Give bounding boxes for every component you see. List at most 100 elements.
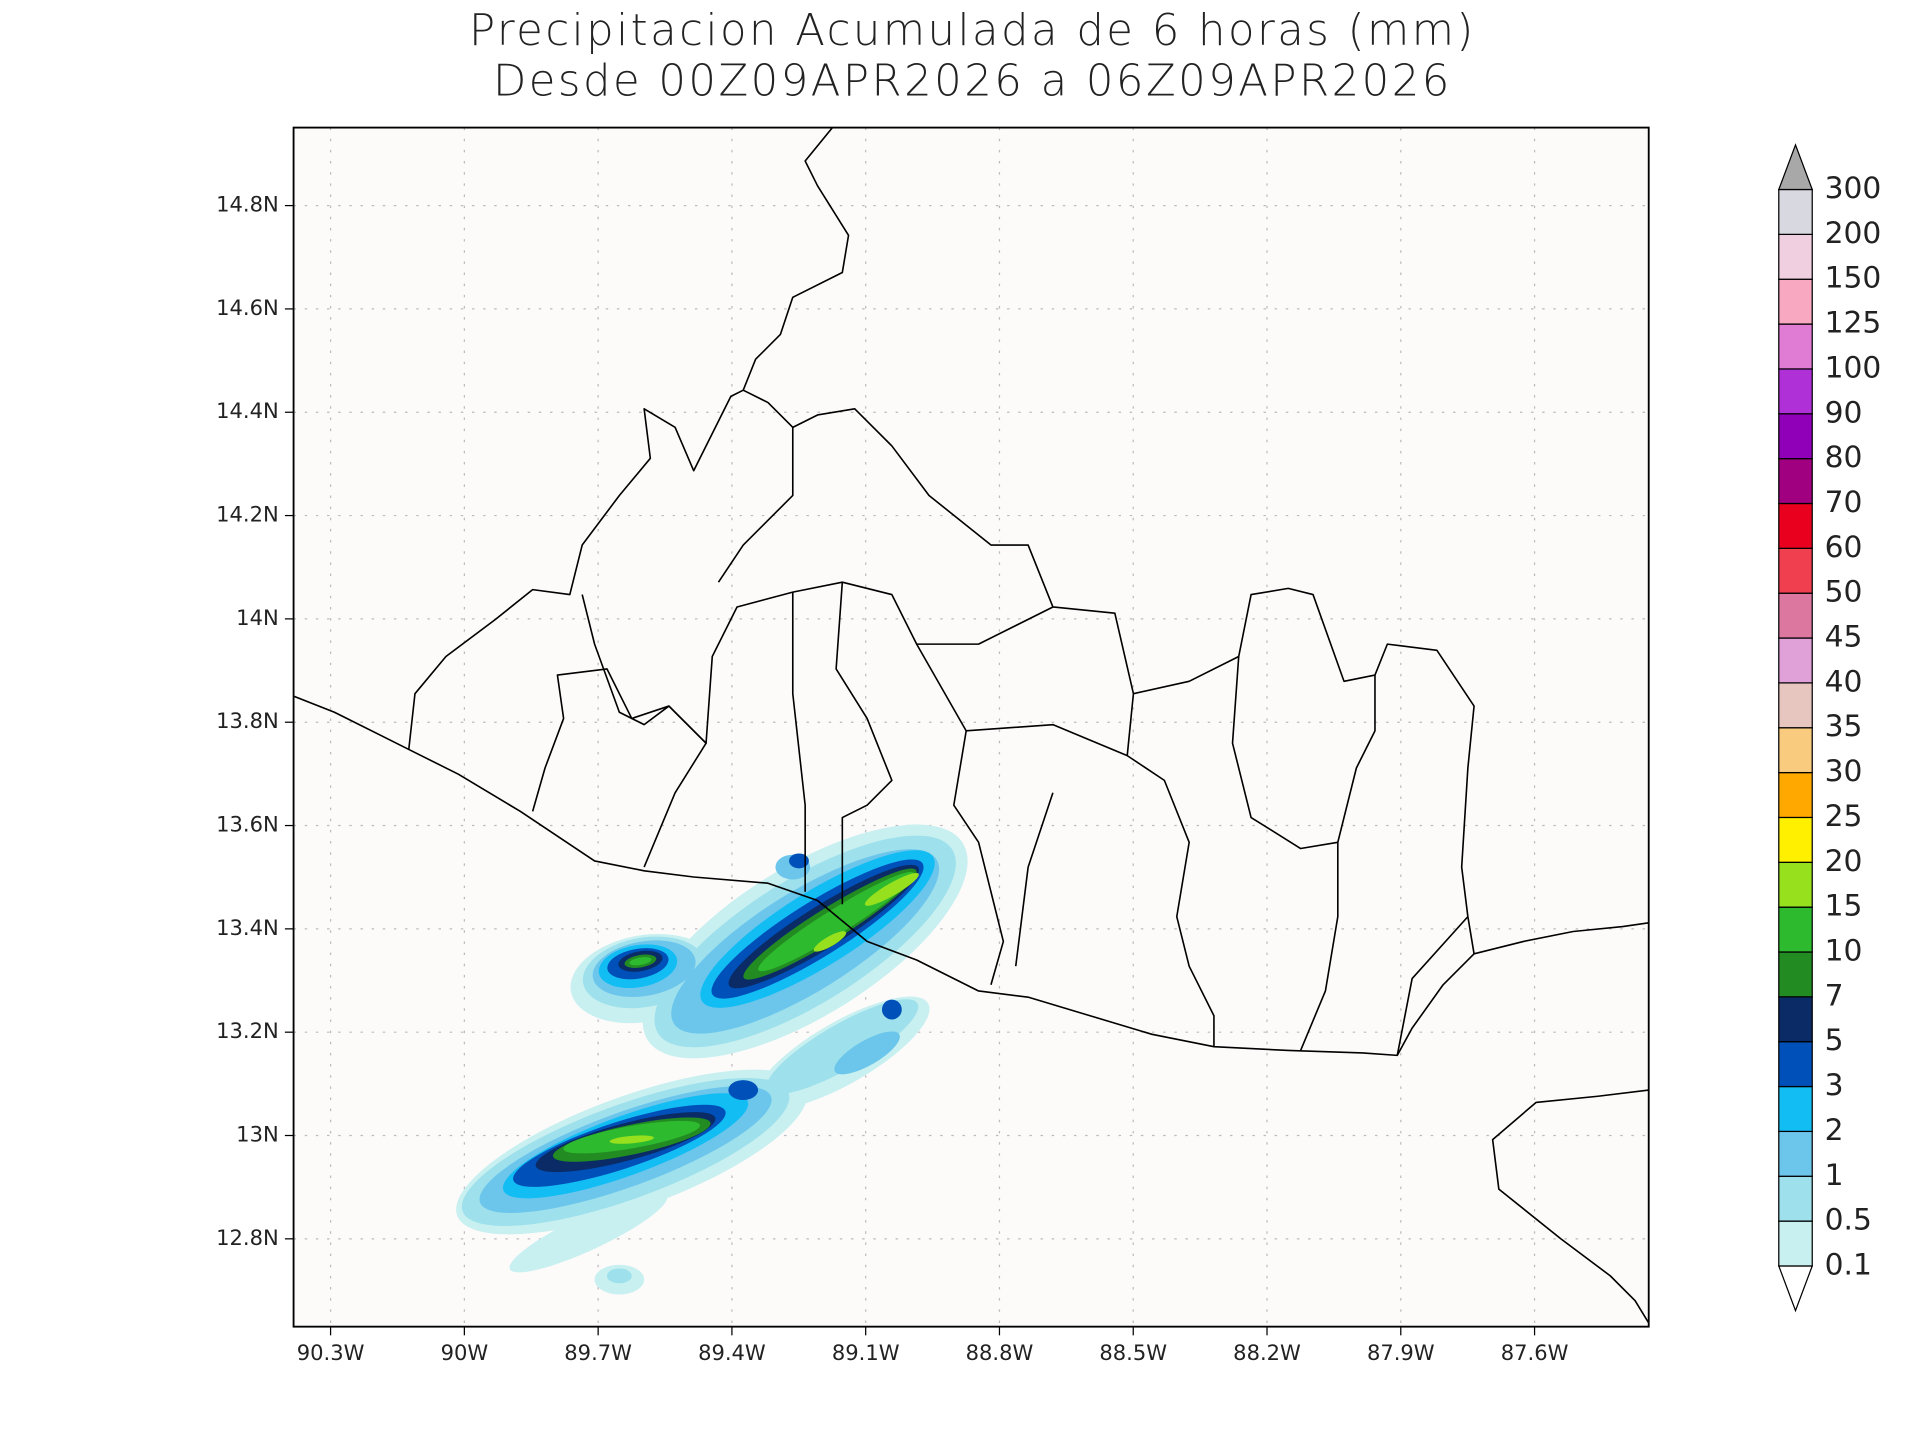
colorbar-box [1778,816,1813,863]
colorbar-box [1778,637,1813,684]
precip-contour [509,1192,668,1273]
colorbar-label: 70 [1825,485,1863,520]
colorbar-label: 25 [1825,799,1863,834]
colorbar-box [1778,278,1813,325]
dept-border [1014,792,1054,967]
y-tick-label: 14.6N [216,295,279,320]
title-line: Desde 00Z09APR2026 a 06Z09APR2026 [493,57,1452,107]
colorbar-label: 100 [1825,350,1882,385]
country-border [742,127,850,391]
x-tick-label: 87.6W [1501,1340,1569,1365]
x-tick-label: 88.5W [1099,1340,1167,1365]
y-tick-label: 14N [236,605,279,630]
colorbar-label: 80 [1825,440,1863,475]
colorbar-box [1778,1220,1813,1267]
colorbar-label: 50 [1825,575,1863,610]
dept-border [531,668,707,868]
title-line: Precipitacion Acumulada de 6 horas (mm) [469,6,1476,56]
x-tick-label: 90W [441,1340,489,1365]
y-tick-label: 13.4N [216,915,279,940]
y-tick-label: 12.8N [216,1225,279,1250]
colorbar-box [1778,1175,1813,1222]
dept-border [916,606,1054,645]
colorbar-label: 35 [1825,709,1863,744]
precip-contour [766,999,919,1095]
x-tick-label: 89.7W [564,1340,632,1365]
coastline [1491,1089,1649,1324]
precip-contour [881,999,902,1020]
colorbar-box [1778,413,1813,460]
x-tick-label: 89.4W [698,1340,766,1365]
colorbar-box [1778,547,1813,594]
colorbar-label: 0.1 [1825,1247,1872,1282]
colorbar-label: 60 [1825,530,1863,565]
colorbar-label: 150 [1825,261,1882,296]
dept-border [835,582,893,905]
precip-contour [629,957,652,966]
dept-border [717,427,794,583]
precip-contour [789,853,809,869]
x-tick-label: 88.8W [966,1340,1034,1365]
dept-border [966,723,1215,1047]
precip-contour [606,1268,632,1284]
y-tick-label: 13N [236,1122,279,1147]
colorbar-box [1778,906,1813,953]
colorbar-label: 5 [1825,1023,1844,1058]
colorbar-label: 7 [1825,978,1844,1013]
colorbar-box [1778,188,1813,235]
coastline [293,695,1649,1057]
y-tick-label: 13.6N [216,812,279,837]
colorbar-label: 10 [1825,934,1863,969]
colorbar-label: 3 [1825,1068,1844,1103]
colorbar-label: 125 [1825,306,1882,341]
colorbar-label: 2 [1825,1113,1844,1148]
y-tick-label: 14.2N [216,502,279,527]
dept-border [1396,916,1469,1056]
colorbar-box [1778,1085,1813,1133]
colorbar-box [1778,951,1813,998]
colorbar-label: 300 [1825,171,1882,206]
x-tick-label: 87.9W [1367,1340,1435,1365]
x-tick-label: 89.1W [832,1340,900,1365]
colorbar-label: 20 [1825,844,1863,879]
colorbar-label: 40 [1825,664,1863,699]
precip-contour [834,1031,900,1075]
colorbar-box [1778,727,1813,774]
colorbar-over [1777,143,1814,191]
colorbar-box [1778,458,1813,505]
boundaries [293,127,1649,1324]
colorbar-box [1778,996,1813,1043]
colorbar-label: 200 [1825,216,1882,251]
precip-contour [813,931,847,952]
colorbar-box [1778,368,1813,415]
colorbar-box [1778,592,1813,639]
colorbar-label: 30 [1825,754,1863,789]
axes: 90.3W 90W 89.7W 89.4W 89.1W 88.8W 88.5W 88.2W 87… [216,192,1568,1365]
country-border [407,389,1475,954]
colorbar-box [1778,233,1813,280]
colorbar-box [1778,1041,1813,1088]
colorbar-box [1778,502,1813,549]
y-tick-label: 14.4N [216,398,279,423]
colorbar-label: 45 [1825,620,1863,655]
y-tick-label: 14.8N [216,192,279,217]
colorbar-box [1778,682,1813,729]
colorbar-label: 90 [1825,395,1863,430]
colorbar-box [1778,1130,1813,1177]
x-tick-label: 88.2W [1233,1340,1301,1365]
dept-border [1231,656,1339,1051]
plot-frame [292,126,1650,1328]
precipitation-field [456,824,968,1295]
colorbar-label: 1 [1825,1158,1844,1193]
colorbar-label: 15 [1825,889,1863,924]
colorbar: 0.10.51235710152025303540455060708090100… [1777,143,1882,1313]
precip-contour [609,1135,654,1144]
colorbar-box [1778,771,1813,819]
dept-border [1126,693,1135,756]
y-tick-label: 13.8N [216,708,279,733]
dept-border [1337,675,1376,843]
colorbar-label: 0.5 [1825,1203,1872,1238]
colorbar-box [1778,323,1813,370]
dept-border [581,581,1005,985]
